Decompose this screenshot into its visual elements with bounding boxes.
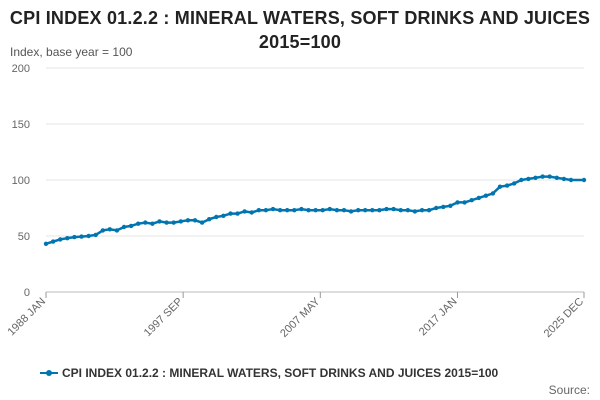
y-tick-label: 0 bbox=[24, 287, 30, 299]
legend-label: CPI INDEX 01.2.2 : MINERAL WATERS, SOFT … bbox=[62, 366, 499, 380]
data-point bbox=[568, 177, 574, 183]
data-point bbox=[483, 193, 489, 198]
data-point bbox=[533, 175, 538, 180]
data-point bbox=[185, 218, 191, 223]
data-point bbox=[93, 232, 98, 238]
x-tick-label: 2017 JAN bbox=[417, 296, 460, 339]
data-point bbox=[419, 208, 425, 213]
y-axis-label: Index, base year = 100 bbox=[10, 45, 133, 59]
data-point bbox=[50, 239, 56, 244]
chart-legend[interactable]: CPI INDEX 01.2.2 : MINERAL WATERS, SOFT … bbox=[40, 366, 498, 380]
data-point bbox=[157, 219, 162, 224]
source-note: Source: bbox=[548, 383, 590, 397]
data-point bbox=[72, 234, 77, 240]
data-point bbox=[164, 220, 169, 225]
data-point bbox=[121, 224, 127, 230]
data-point bbox=[554, 175, 559, 180]
series-layer bbox=[43, 174, 587, 246]
data-point bbox=[540, 174, 545, 179]
data-point bbox=[43, 241, 49, 246]
data-point bbox=[370, 208, 375, 213]
data-point bbox=[398, 208, 403, 213]
data-point bbox=[341, 208, 347, 213]
data-point bbox=[384, 206, 389, 212]
data-point bbox=[547, 174, 552, 179]
data-point bbox=[136, 221, 141, 226]
series-line bbox=[45, 175, 584, 245]
data-point bbox=[199, 220, 205, 225]
data-point bbox=[526, 176, 531, 182]
data-point bbox=[469, 198, 474, 203]
data-point bbox=[441, 204, 446, 210]
data-point bbox=[348, 209, 354, 214]
data-point bbox=[455, 200, 460, 205]
data-point bbox=[356, 208, 361, 213]
data-point bbox=[313, 208, 318, 213]
data-point bbox=[561, 176, 567, 182]
data-point bbox=[277, 208, 283, 213]
data-point bbox=[263, 208, 269, 213]
data-point bbox=[114, 228, 120, 233]
y-tick-label: 50 bbox=[18, 231, 30, 243]
data-point bbox=[285, 208, 290, 213]
data-point bbox=[519, 177, 524, 183]
data-point bbox=[79, 234, 84, 239]
data-point bbox=[58, 237, 63, 242]
data-point bbox=[65, 236, 70, 241]
y-tick-label: 100 bbox=[12, 175, 30, 187]
data-point bbox=[581, 177, 587, 183]
data-point bbox=[334, 208, 340, 213]
data-point bbox=[426, 208, 432, 213]
x-tick-label: 1997 SEP bbox=[142, 296, 186, 340]
data-point bbox=[327, 206, 332, 212]
data-point bbox=[320, 208, 325, 213]
data-point bbox=[462, 200, 467, 205]
data-point bbox=[249, 210, 254, 215]
data-point bbox=[490, 191, 496, 196]
data-point bbox=[476, 195, 481, 201]
data-point bbox=[363, 208, 368, 213]
grid-layer bbox=[46, 67, 584, 293]
data-point bbox=[228, 211, 233, 216]
data-point bbox=[391, 206, 396, 212]
data-point bbox=[171, 220, 176, 225]
data-point bbox=[242, 209, 247, 214]
data-point bbox=[256, 208, 261, 213]
data-point bbox=[178, 219, 183, 224]
data-point bbox=[512, 181, 517, 186]
data-point bbox=[150, 221, 155, 226]
data-point bbox=[412, 209, 418, 214]
data-point bbox=[448, 203, 453, 208]
x-tick-label: 1988 JAN bbox=[5, 296, 48, 339]
data-point bbox=[434, 205, 439, 211]
data-point bbox=[192, 218, 198, 223]
data-point bbox=[143, 220, 148, 225]
data-point bbox=[235, 211, 240, 216]
y-tick-label: 150 bbox=[12, 119, 30, 131]
data-point bbox=[207, 217, 212, 222]
axis-layer: 0 50 100 150 200 1988 JAN 1997 SEP 2007 MAY 2017… bbox=[5, 63, 586, 340]
data-point bbox=[221, 213, 226, 218]
data-point bbox=[497, 184, 503, 189]
data-point bbox=[86, 233, 91, 239]
data-point bbox=[292, 208, 297, 213]
data-point bbox=[214, 214, 219, 220]
data-point bbox=[128, 223, 134, 229]
chart-title: CPI INDEX 01.2.2 : MINERAL WATERS, SOFT … bbox=[9, 8, 591, 52]
data-point bbox=[306, 208, 311, 213]
x-tick-label: 2025 DEC bbox=[542, 296, 586, 340]
x-tick-label: 2007 MAY bbox=[278, 295, 323, 340]
data-point bbox=[107, 227, 113, 232]
data-point bbox=[299, 206, 304, 212]
data-point bbox=[377, 208, 382, 213]
data-point bbox=[270, 206, 276, 212]
data-point bbox=[100, 228, 106, 233]
data-point bbox=[405, 208, 410, 213]
legend-line-marker-icon bbox=[40, 368, 58, 378]
y-tick-label: 200 bbox=[12, 63, 30, 75]
data-point bbox=[504, 183, 510, 188]
